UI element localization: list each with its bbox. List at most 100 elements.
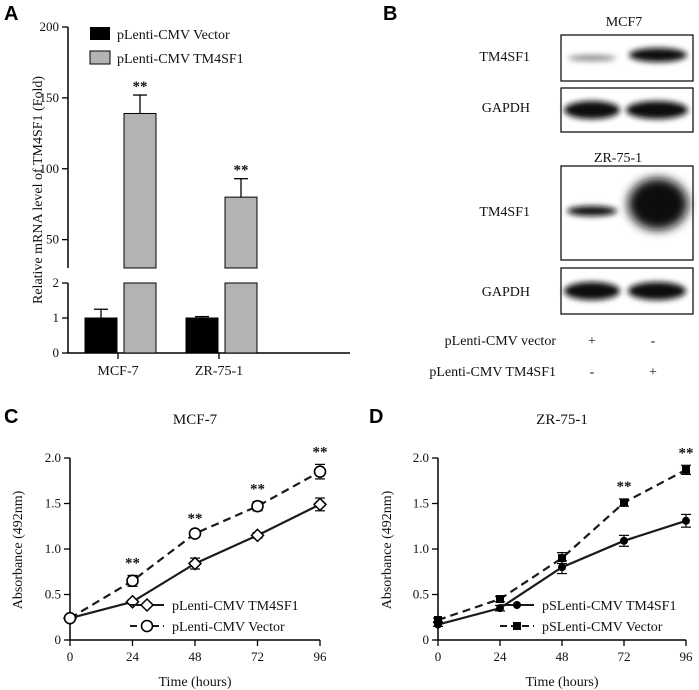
- data-point: [126, 574, 139, 588]
- panel-c-xlabel: Time (hours): [159, 675, 232, 690]
- data-point: [250, 528, 265, 543]
- condition-vector-lane1: +: [588, 334, 596, 349]
- legend-marker: [513, 601, 521, 609]
- data-point: [558, 563, 566, 572]
- blot-row-label-4: GAPDH: [482, 285, 530, 300]
- significance-label: **: [313, 444, 328, 460]
- bar-upper: [224, 196, 258, 269]
- legend-label: pLenti-CMV Vector: [172, 620, 285, 635]
- band-lane2: [628, 282, 686, 300]
- data-point: [682, 465, 690, 474]
- condition-vector-lane2: -: [651, 334, 656, 349]
- band-lane1: [568, 55, 616, 61]
- data-point: [251, 499, 264, 513]
- data-point: [682, 516, 690, 525]
- panel-a-legend: pLenti-CMV Vector pLenti-CMV TM4SF1: [89, 27, 244, 67]
- legend-label: pLenti-CMV TM4SF1: [172, 599, 299, 614]
- blot-zr751-gapdh: [560, 267, 694, 315]
- panel-d-title: ZR-75-1: [536, 412, 588, 428]
- significance-label: **: [234, 163, 249, 179]
- x-tick-label: 96: [680, 649, 694, 664]
- panel-a-ylabel: Relative mRNA level of TM4SF1 (Fold): [31, 76, 46, 304]
- data-point: [63, 611, 77, 625]
- panel-d-plot: 0 0.5 1.0 1.5 2.0 0 24 48 72 96 ** ** pSLenti-CMV TM…: [413, 445, 694, 664]
- series-line: [437, 468, 687, 622]
- legend-marker: [139, 597, 155, 613]
- y-tick-label: 2: [53, 275, 60, 290]
- y-tick-label: 2.0: [413, 450, 429, 465]
- data-point: [312, 497, 328, 512]
- panel-letter-c: C: [4, 406, 18, 428]
- blot-mcf7-gapdh: [560, 87, 694, 133]
- panel-letter-b: B: [383, 3, 397, 25]
- panel-d-ylabel: Absorbance (492nm): [380, 490, 395, 609]
- data-point: [496, 604, 504, 613]
- band-lane2: [626, 101, 688, 119]
- y-tick-label: 0.5: [413, 587, 429, 602]
- panel-c-title: MCF-7: [173, 412, 218, 428]
- y-tick-label: 1.0: [413, 541, 429, 556]
- x-tick-label: 72: [251, 649, 264, 664]
- bar-lower: [123, 282, 157, 354]
- x-tick-label: MCF-7: [97, 364, 138, 379]
- y-tick-label: 100: [40, 161, 60, 176]
- panel-c: C MCF-7 Time (hours) Absorbance (492nm) …: [4, 406, 328, 690]
- bar-lower: [224, 282, 258, 354]
- series-line: [69, 470, 321, 620]
- blot-row-label-3: TM4SF1: [479, 205, 530, 220]
- y-tick-label: 1.0: [45, 541, 61, 556]
- legend-swatch-tm4sf1: [89, 50, 111, 65]
- data-point: [496, 595, 504, 604]
- condition-label-vector: pLenti-CMV vector: [445, 334, 557, 349]
- panel-a-bars: ** **: [84, 79, 258, 354]
- panel-letter-a: A: [4, 3, 18, 25]
- data-point: [558, 554, 566, 563]
- significance-label: **: [125, 555, 140, 571]
- band-lane2: [628, 178, 688, 230]
- significance-label: **: [133, 79, 148, 95]
- significance-label: **: [250, 482, 265, 498]
- y-tick-label: 150: [40, 90, 60, 105]
- y-tick-label: 0: [423, 632, 430, 647]
- blot-title-mcf7: MCF7: [606, 15, 643, 30]
- legend-label: pSLenti-CMV TM4SF1: [542, 599, 676, 614]
- x-tick-label: 24: [494, 649, 508, 664]
- panel-c-ylabel: Absorbance (492nm): [11, 490, 26, 609]
- panel-c-plot: 0 0.5 1.0 1.5 2.0 0 24 48 72 96 ** ** ** ** pLenti-CMV…: [45, 444, 328, 664]
- data-point: [313, 465, 327, 478]
- significance-label: **: [679, 445, 694, 461]
- panel-d: D ZR-75-1 Time (hours) Absorbance (492nm…: [369, 406, 694, 690]
- condition-tm4sf1-lane1: -: [590, 365, 595, 380]
- band-lane2: [629, 48, 687, 62]
- x-tick-label: ZR-75-1: [195, 364, 243, 379]
- x-tick-label: 24: [126, 649, 140, 664]
- bar-upper: [123, 112, 157, 269]
- band-lane1: [564, 101, 620, 119]
- y-tick-label: 50: [46, 232, 59, 247]
- legend-swatch-vector: [90, 27, 110, 40]
- legend-marker: [140, 619, 154, 633]
- blot-zr751-tm4sf1: [560, 165, 694, 261]
- y-tick-label: 1: [53, 310, 60, 325]
- y-tick-label: 0: [55, 632, 62, 647]
- band-lane1: [567, 206, 617, 216]
- blot-row-label-1: TM4SF1: [479, 50, 530, 65]
- data-point: [620, 536, 628, 545]
- blot-title-zr751: ZR-75-1: [594, 151, 642, 166]
- y-tick-label: 2.0: [45, 450, 61, 465]
- x-tick-label: 0: [67, 649, 74, 664]
- bar: [185, 317, 219, 354]
- x-tick-label: 48: [556, 649, 569, 664]
- blot-conditions: pLenti-CMV vector + - pLenti-CMV TM4SF1 …: [429, 334, 657, 380]
- legend-marker: [513, 622, 521, 630]
- y-tick-label: 0.5: [45, 587, 61, 602]
- data-point: [434, 615, 442, 624]
- x-tick-label: 0: [435, 649, 442, 664]
- legend-label: pSLenti-CMV Vector: [542, 620, 663, 635]
- panel-letter-d: D: [369, 406, 383, 428]
- panel-a: A Relative mRNA level of TM4SF1 (Fold) 5…: [4, 3, 350, 379]
- y-tick-label: 200: [40, 19, 60, 34]
- band-lane1: [564, 282, 620, 300]
- y-tick-label: 1.5: [45, 496, 61, 511]
